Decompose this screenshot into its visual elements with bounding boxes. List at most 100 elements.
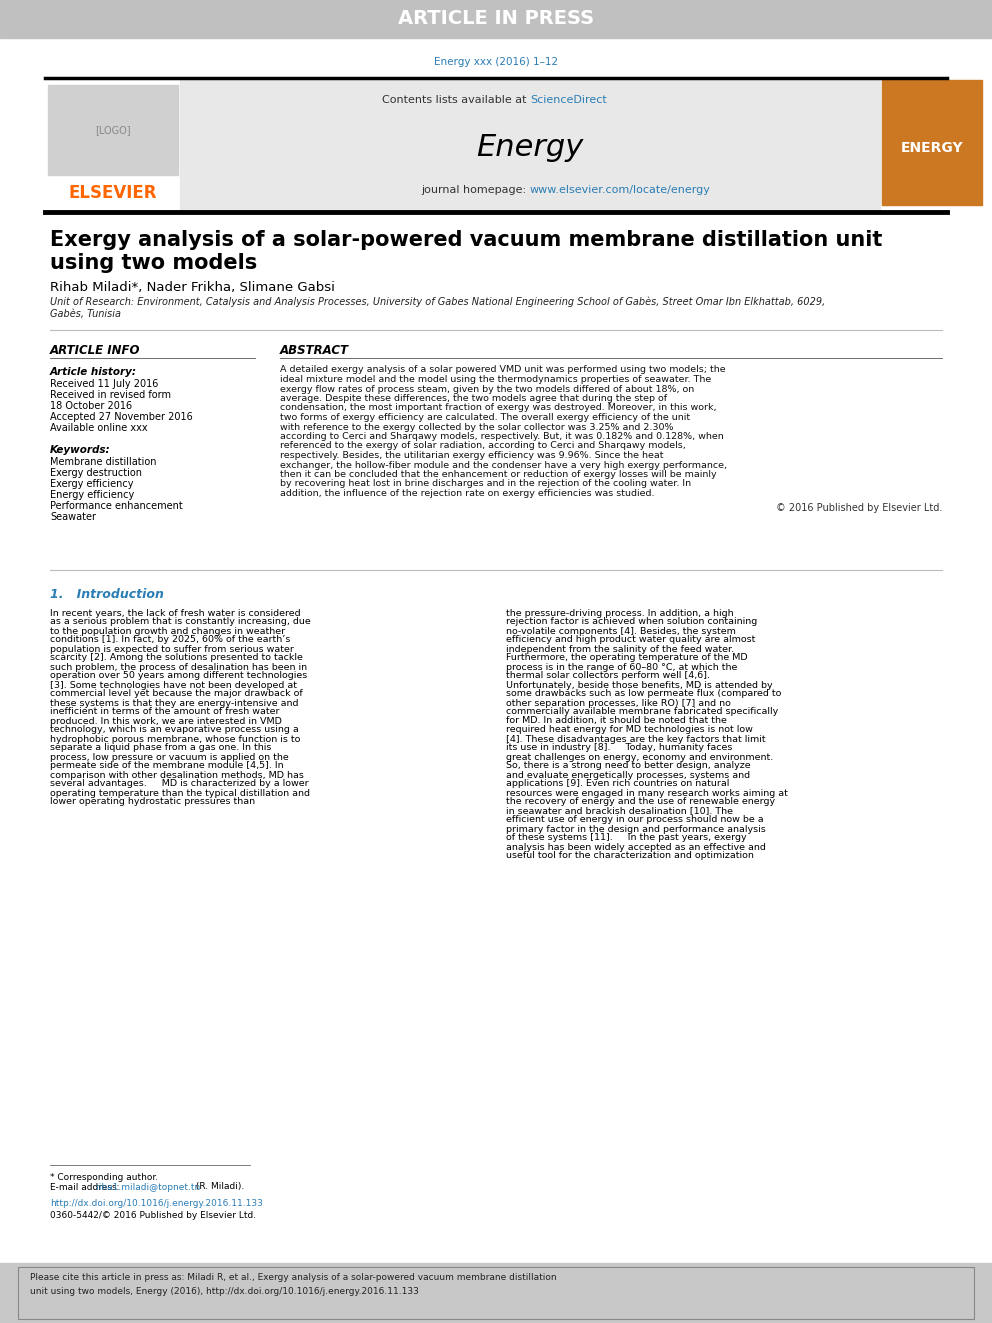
- Text: In recent years, the lack of fresh water is considered: In recent years, the lack of fresh water…: [50, 609, 301, 618]
- Text: separate a liquid phase from a gas one. In this: separate a liquid phase from a gas one. …: [50, 744, 272, 753]
- Text: some drawbacks such as low permeate flux (compared to: some drawbacks such as low permeate flux…: [506, 689, 782, 699]
- Text: population is expected to suffer from serious water: population is expected to suffer from se…: [50, 644, 294, 654]
- Text: and evaluate energetically processes, systems and: and evaluate energetically processes, sy…: [506, 770, 750, 779]
- Text: E-mail address:: E-mail address:: [50, 1183, 122, 1192]
- Text: applications [9]. Even rich countries on natural: applications [9]. Even rich countries on…: [506, 779, 729, 789]
- Text: ARTICLE INFO: ARTICLE INFO: [50, 344, 141, 356]
- Text: © 2016 Published by Elsevier Ltd.: © 2016 Published by Elsevier Ltd.: [776, 503, 942, 513]
- Text: ideal mixture model and the model using the thermodynamics properties of seawate: ideal mixture model and the model using …: [280, 374, 711, 384]
- Text: several advantages.     MD is characterized by a lower: several advantages. MD is characterized …: [50, 779, 309, 789]
- Text: then it can be concluded that the enhancement or reduction of exergy losses will: then it can be concluded that the enhanc…: [280, 470, 716, 479]
- Text: Contents lists available at: Contents lists available at: [382, 95, 530, 105]
- Text: Gabès, Tunisia: Gabès, Tunisia: [50, 310, 121, 319]
- Text: process is in the range of 60–80 °C, at which the: process is in the range of 60–80 °C, at …: [506, 663, 737, 672]
- Text: lower operating hydrostatic pressures than: lower operating hydrostatic pressures th…: [50, 798, 255, 807]
- Text: referenced to the exergy of solar radiation, according to Cerci and Sharqawy mod: referenced to the exergy of solar radiat…: [280, 442, 685, 451]
- Text: http://dx.doi.org/10.1016/j.energy.2016.11.133: http://dx.doi.org/10.1016/j.energy.2016.…: [50, 1199, 263, 1208]
- Text: of these systems [11].     In the past years, exergy: of these systems [11]. In the past years…: [506, 833, 747, 843]
- Text: Seawater: Seawater: [50, 512, 96, 523]
- Text: primary factor in the design and performance analysis: primary factor in the design and perform…: [506, 824, 766, 833]
- Text: conditions [1]. In fact, by 2025, 60% of the earth’s: conditions [1]. In fact, by 2025, 60% of…: [50, 635, 291, 644]
- Text: [LOGO]: [LOGO]: [95, 124, 131, 135]
- Text: other separation processes, like RO) [7] and no: other separation processes, like RO) [7]…: [506, 699, 731, 708]
- Text: thermal solar collectors perform well [4,6].: thermal solar collectors perform well [4…: [506, 672, 710, 680]
- Text: www.elsevier.com/locate/energy: www.elsevier.com/locate/energy: [530, 185, 711, 194]
- Text: Please cite this article in press as: Miladi R, et al., Exergy analysis of a sol: Please cite this article in press as: Mi…: [30, 1274, 557, 1282]
- Bar: [18, 1267, 974, 1319]
- Text: independent from the salinity of the feed water.: independent from the salinity of the fee…: [506, 644, 734, 654]
- Text: efficient use of energy in our process should now be a: efficient use of energy in our process s…: [506, 815, 764, 824]
- Text: comparison with other desalination methods, MD has: comparison with other desalination metho…: [50, 770, 304, 779]
- Text: commercial level yet because the major drawback of: commercial level yet because the major d…: [50, 689, 303, 699]
- Text: Furthermore, the operating temperature of the MD: Furthermore, the operating temperature o…: [506, 654, 748, 663]
- Text: Rihab Miladi*, Nader Frikha, Slimane Gabsi: Rihab Miladi*, Nader Frikha, Slimane Gab…: [50, 282, 335, 295]
- Text: with reference to the exergy collected by the solar collector was 3.25% and 2.30: with reference to the exergy collected b…: [280, 422, 674, 431]
- Text: great challenges on energy, economy and environment.: great challenges on energy, economy and …: [506, 753, 773, 762]
- Text: Energy xxx (2016) 1–12: Energy xxx (2016) 1–12: [434, 57, 558, 67]
- Text: ScienceDirect: ScienceDirect: [530, 95, 607, 105]
- Text: A detailed exergy analysis of a solar powered VMD unit was performed using two m: A detailed exergy analysis of a solar po…: [280, 365, 725, 374]
- Text: Received 11 July 2016: Received 11 July 2016: [50, 378, 159, 389]
- Text: process, low pressure or vacuum is applied on the: process, low pressure or vacuum is appli…: [50, 753, 289, 762]
- Text: commercially available membrane fabricated specifically: commercially available membrane fabricat…: [506, 708, 779, 717]
- Text: Exergy analysis of a solar-powered vacuum membrane distillation unit: Exergy analysis of a solar-powered vacuu…: [50, 230, 882, 250]
- Text: Exergy efficiency: Exergy efficiency: [50, 479, 134, 490]
- Text: Membrane distillation: Membrane distillation: [50, 456, 157, 467]
- Bar: [0, 0, 992, 38]
- Text: Energy efficiency: Energy efficiency: [50, 490, 134, 500]
- Text: 18 October 2016: 18 October 2016: [50, 401, 132, 411]
- Text: such problem, the process of desalination has been in: such problem, the process of desalinatio…: [50, 663, 308, 672]
- Text: permeate side of the membrane module [4,5]. In: permeate side of the membrane module [4,…: [50, 762, 284, 770]
- Text: inefficient in terms of the amount of fresh water: inefficient in terms of the amount of fr…: [50, 708, 280, 717]
- Text: the recovery of energy and the use of renewable energy: the recovery of energy and the use of re…: [506, 798, 775, 807]
- Text: technology, which is an evaporative process using a: technology, which is an evaporative proc…: [50, 725, 299, 734]
- Text: So, there is a strong need to better design, analyze: So, there is a strong need to better des…: [506, 762, 751, 770]
- Bar: [882, 79, 982, 205]
- Text: analysis has been widely accepted as an effective and: analysis has been widely accepted as an …: [506, 843, 766, 852]
- Text: Performance enhancement: Performance enhancement: [50, 501, 183, 511]
- Text: exchanger, the hollow-fiber module and the condenser have a very high exergy per: exchanger, the hollow-fiber module and t…: [280, 460, 727, 470]
- Text: 0360-5442/© 2016 Published by Elsevier Ltd.: 0360-5442/© 2016 Published by Elsevier L…: [50, 1211, 256, 1220]
- Text: 1.   Introduction: 1. Introduction: [50, 589, 164, 602]
- Text: addition, the influence of the rejection rate on exergy efficiencies was studied: addition, the influence of the rejection…: [280, 490, 655, 497]
- Text: useful tool for the characterization and optimization: useful tool for the characterization and…: [506, 852, 754, 860]
- Text: as a serious problem that is constantly increasing, due: as a serious problem that is constantly …: [50, 618, 310, 627]
- Text: ENERGY: ENERGY: [901, 142, 963, 155]
- Text: no-volatile components [4]. Besides, the system: no-volatile components [4]. Besides, the…: [506, 627, 736, 635]
- Text: journal homepage:: journal homepage:: [422, 185, 530, 194]
- Text: rejection factor is achieved when solution containing: rejection factor is achieved when soluti…: [506, 618, 757, 627]
- Bar: [180, 79, 880, 210]
- Text: to the population growth and changes in weather: to the population growth and changes in …: [50, 627, 285, 635]
- Text: condensation, the most important fraction of exergy was destroyed. Moreover, in : condensation, the most important fractio…: [280, 404, 716, 413]
- Text: (R. Miladi).: (R. Miladi).: [193, 1183, 244, 1192]
- Text: average. Despite these differences, the two models agree that during the step of: average. Despite these differences, the …: [280, 394, 668, 404]
- Text: efficiency and high product water quality are almost: efficiency and high product water qualit…: [506, 635, 755, 644]
- Text: ELSEVIER: ELSEVIER: [68, 184, 158, 202]
- Text: required heat energy for MD technologies is not low: required heat energy for MD technologies…: [506, 725, 753, 734]
- Text: * Corresponding author.: * Corresponding author.: [50, 1172, 158, 1181]
- Text: using two models: using two models: [50, 253, 257, 273]
- Text: resources were engaged in many research works aiming at: resources were engaged in many research …: [506, 789, 788, 798]
- Text: unit using two models, Energy (2016), http://dx.doi.org/10.1016/j.energy.2016.11: unit using two models, Energy (2016), ht…: [30, 1286, 419, 1295]
- Text: operation over 50 years among different technologies: operation over 50 years among different …: [50, 672, 308, 680]
- Text: according to Cerci and Sharqawy models, respectively. But, it was 0.182% and 0.1: according to Cerci and Sharqawy models, …: [280, 433, 724, 441]
- Text: these systems is that they are energy-intensive and: these systems is that they are energy-in…: [50, 699, 299, 708]
- Text: for MD. In addition, it should be noted that the: for MD. In addition, it should be noted …: [506, 717, 727, 725]
- Bar: [0, 1263, 992, 1323]
- Text: [3]. Some technologies have not been developed at: [3]. Some technologies have not been dev…: [50, 680, 297, 689]
- Text: Accepted 27 November 2016: Accepted 27 November 2016: [50, 411, 192, 422]
- Text: Received in revised form: Received in revised form: [50, 390, 171, 400]
- Text: Exergy destruction: Exergy destruction: [50, 468, 142, 478]
- Text: [4]. These disadvantages are the key factors that limit: [4]. These disadvantages are the key fac…: [506, 734, 766, 744]
- Text: ABSTRACT: ABSTRACT: [280, 344, 349, 356]
- Text: hydrophobic porous membrane, whose function is to: hydrophobic porous membrane, whose funct…: [50, 734, 301, 744]
- Text: respectively. Besides, the utilitarian exergy efficiency was 9.96%. Since the he: respectively. Besides, the utilitarian e…: [280, 451, 664, 460]
- Text: Energy: Energy: [476, 134, 583, 163]
- Text: ARTICLE IN PRESS: ARTICLE IN PRESS: [398, 9, 594, 29]
- Text: Unit of Research: Environment, Catalysis and Analysis Processes, University of G: Unit of Research: Environment, Catalysis…: [50, 296, 825, 307]
- Text: two forms of exergy efficiency are calculated. The overall exergy efficiency of : two forms of exergy efficiency are calcu…: [280, 413, 690, 422]
- Text: exergy flow rates of process steam, given by the two models differed of about 18: exergy flow rates of process steam, give…: [280, 385, 694, 393]
- Text: produced. In this work, we are interested in VMD: produced. In this work, we are intereste…: [50, 717, 282, 725]
- Text: Available online xxx: Available online xxx: [50, 423, 148, 433]
- Text: scarcity [2]. Among the solutions presented to tackle: scarcity [2]. Among the solutions presen…: [50, 654, 303, 663]
